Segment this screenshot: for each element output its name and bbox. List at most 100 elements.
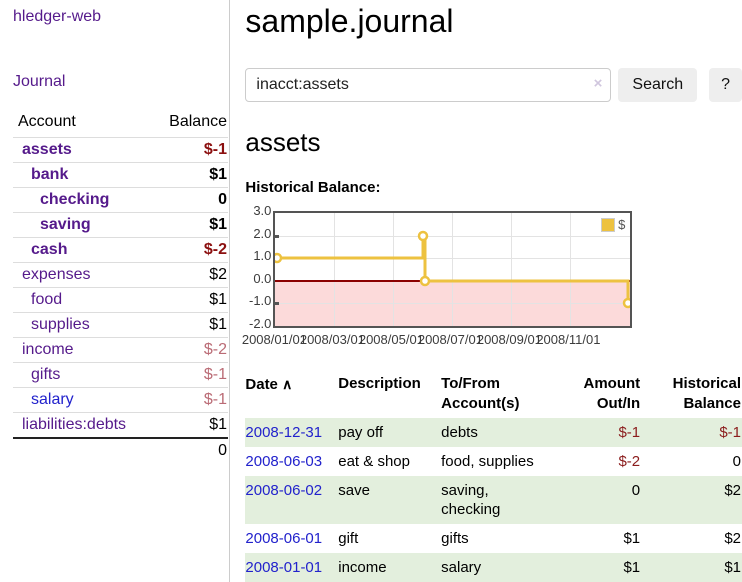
search-box: × — [245, 68, 612, 102]
accounts-total-row: 0 — [13, 437, 228, 463]
sort-ascending-icon: ∧ — [282, 376, 293, 392]
brand: hledger-web — [13, 8, 229, 26]
accounts-total: 0 — [150, 437, 228, 463]
nav-journal-link[interactable]: Journal — [13, 73, 66, 90]
transaction-date-link[interactable]: 2008-01-01 — [245, 559, 323, 576]
register-row: 2008-06-02 save saving, checking 0 $2 — [245, 476, 742, 524]
accounts-header-balance: Balance — [169, 113, 227, 130]
x-tick-label: 2008/07/01 — [417, 332, 483, 347]
register-row: 2008-01-01 income salary $1 $1 — [245, 553, 742, 582]
y-tick-label: 2.0 — [253, 226, 272, 241]
y-tick-label: 3.0 — [253, 203, 272, 218]
gridline — [570, 213, 572, 326]
transaction-date-link[interactable]: 2008-06-02 — [245, 482, 323, 499]
x-tick-label: 2008/05/01 — [358, 332, 424, 347]
search-input[interactable] — [245, 68, 612, 102]
transaction-date-link[interactable]: 2008-06-01 — [245, 530, 323, 547]
sidebar: hledger-web Journal Account Balance asse… — [0, 0, 231, 582]
balance-chart: 3.0 2.0 1.0 0.0 -1.0 -2.0 — [242, 203, 723, 348]
transaction-date-link[interactable]: 2008-12-31 — [245, 424, 323, 441]
transaction-amount: $1 — [623, 530, 641, 547]
account-link[interactable]: gifts — [31, 366, 61, 383]
account-row-bank: bank $1 — [13, 162, 228, 188]
account-link[interactable]: checking — [40, 191, 110, 208]
transaction-amount: $-2 — [618, 453, 641, 470]
account-link[interactable]: expenses — [22, 266, 91, 283]
accounts-table: Account Balance assets $-1 bank $1 check… — [13, 110, 228, 463]
account-link[interactable]: assets — [22, 141, 72, 158]
transaction-accounts: gifts — [441, 530, 469, 547]
help-button[interactable]: ? — [709, 68, 742, 102]
account-link[interactable]: bank — [31, 166, 69, 183]
chart-title: Historical Balance: — [245, 179, 381, 196]
account-link[interactable]: cash — [31, 241, 68, 258]
account-row-cash: cash $-2 — [13, 237, 228, 263]
transaction-balance: 0 — [732, 453, 741, 470]
account-row-gifts: gifts $-1 — [13, 362, 228, 388]
data-point-marker — [275, 252, 283, 264]
gridline — [452, 213, 454, 326]
account-row-saving: saving $1 — [13, 212, 228, 238]
register-header-date[interactable]: Date ∧ — [245, 372, 338, 418]
transaction-balance: $1 — [724, 559, 741, 576]
transaction-description: pay off — [338, 424, 384, 441]
clear-search-icon[interactable]: × — [593, 75, 603, 92]
account-link[interactable]: liabilities:debts — [22, 416, 127, 433]
transaction-description: eat & shop — [338, 453, 410, 470]
account-balance: $1 — [150, 212, 228, 238]
account-link[interactable]: salary — [31, 391, 74, 408]
chart-plot-area: $ — [273, 211, 633, 328]
chart-legend: $ — [599, 216, 628, 233]
account-row-assets: assets $-1 — [13, 137, 228, 163]
account-link[interactable]: saving — [40, 216, 91, 233]
account-link[interactable]: supplies — [31, 316, 90, 333]
account-balance: $-1 — [150, 362, 228, 388]
account-balance: 0 — [150, 187, 228, 213]
account-heading: assets — [245, 127, 321, 157]
x-tick-label: 2008/11/01 — [536, 332, 601, 347]
account-row-income: income $-2 — [13, 337, 228, 363]
x-tick-label: 2008/03/01 — [299, 332, 365, 347]
gridline — [393, 213, 395, 326]
account-balance: $1 — [150, 162, 228, 188]
register-row: 2008-06-03 eat & shop food, supplies $-2… — [245, 447, 742, 476]
brand-link[interactable]: hledger-web — [13, 8, 102, 25]
balance-series-line — [275, 230, 631, 309]
legend-label: $ — [618, 217, 626, 232]
accounts-header-account: Account — [18, 113, 76, 130]
legend-swatch-icon — [601, 217, 616, 232]
account-link[interactable]: food — [31, 291, 63, 308]
account-balance: $1 — [150, 287, 228, 313]
register-table: Date ∧ Description To/From Account(s) Am… — [245, 372, 742, 582]
y-tick-label: -1.0 — [248, 293, 272, 308]
search-form: × Search ? — [245, 68, 742, 102]
account-row-food: food $1 — [13, 287, 228, 313]
data-point-marker — [418, 230, 429, 242]
transaction-date-link[interactable]: 2008-06-03 — [245, 453, 323, 470]
y-tick-label: 0.0 — [253, 271, 272, 286]
transaction-amount: $-1 — [618, 424, 641, 441]
account-balance: $-1 — [150, 137, 228, 163]
transaction-accounts: debts — [441, 424, 478, 441]
sidebar-nav: Journal — [13, 73, 229, 91]
account-link[interactable]: income — [22, 341, 74, 358]
accounts-header-row: Account Balance — [13, 110, 228, 138]
search-button[interactable]: Search — [618, 68, 698, 102]
transaction-description: save — [338, 482, 370, 499]
register-header-balance: Historical Balance — [672, 375, 741, 412]
data-point-marker — [420, 275, 431, 287]
data-point-marker — [623, 297, 631, 309]
page-title: sample.journal — [245, 3, 454, 39]
transaction-balance: $2 — [724, 482, 741, 499]
y-tick-label: 1.0 — [253, 248, 272, 263]
transaction-description: gift — [338, 530, 359, 547]
gridline — [334, 213, 336, 326]
transaction-accounts: saving, checking — [441, 482, 501, 518]
account-balance: $1 — [150, 312, 228, 338]
account-balance: $-2 — [150, 237, 228, 263]
account-row-expenses: expenses $2 — [13, 262, 228, 288]
account-balance: $-1 — [150, 387, 228, 413]
register-row: 2008-12-31 pay off debts $-1 $-1 — [245, 418, 742, 447]
account-row-salary: salary $-1 — [13, 387, 228, 413]
